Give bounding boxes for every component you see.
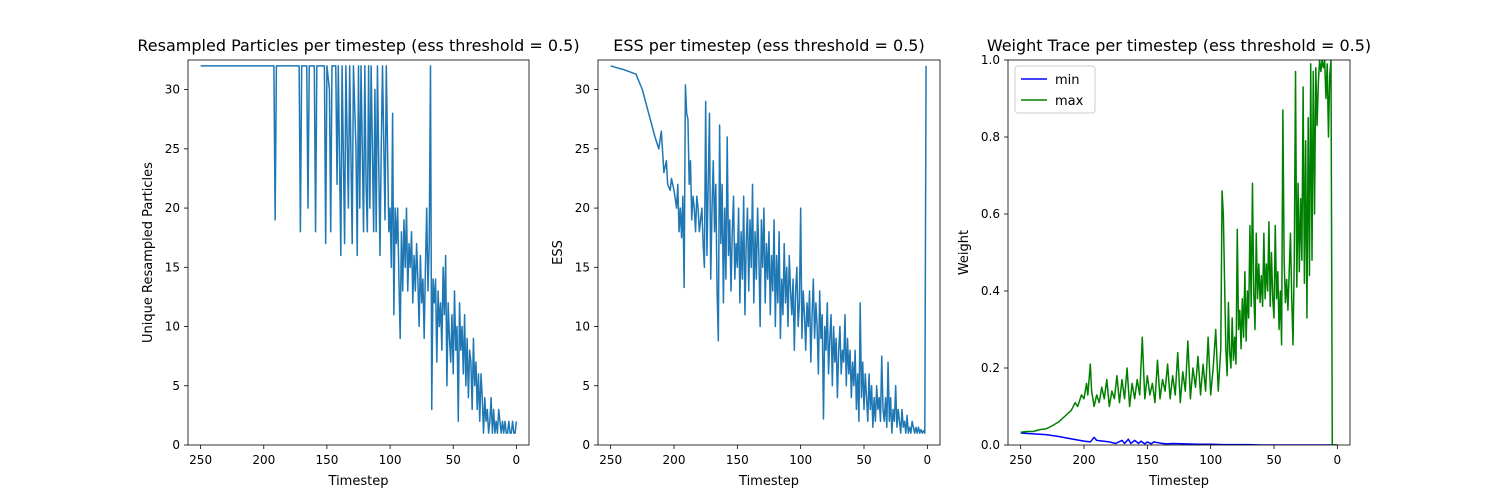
y-tick-label: 1.0 xyxy=(981,53,1000,67)
y-tick-label: 0.0 xyxy=(981,438,1000,452)
legend-label-min: min xyxy=(1055,73,1080,88)
y-tick-label: 5 xyxy=(172,379,180,393)
plot-frame xyxy=(597,59,941,446)
x-tick-label: 0 xyxy=(924,453,932,467)
y-tick-label: 30 xyxy=(575,83,590,97)
x-tick-label: 100 xyxy=(789,453,812,467)
y-axis-label: Unique Resampled Particles xyxy=(141,162,156,343)
x-tick-label: 150 xyxy=(315,453,338,467)
x-tick-label: 150 xyxy=(1136,453,1159,467)
series-line-min xyxy=(1020,432,1338,445)
plot-frame xyxy=(1007,59,1351,446)
x-axis-label: Timestep xyxy=(328,474,389,489)
series-line-1 xyxy=(200,65,518,434)
y-tick-label: 0.8 xyxy=(981,130,1000,144)
y-tick-label: 0.6 xyxy=(981,207,1000,221)
x-axis-label: Timestep xyxy=(738,474,799,489)
y-axis-label: ESS xyxy=(551,240,566,265)
x-tick-label: 0 xyxy=(1334,453,1342,467)
x-tick-label: 100 xyxy=(379,453,402,467)
chart-panel-1: 250 200 150 100 50 0 0 5 10 15 20 25 30 Resampled Par… xyxy=(137,36,579,489)
y-tick-label: 30 xyxy=(165,83,180,97)
x-tick-label: 0 xyxy=(513,453,521,467)
x-tick-label: 200 xyxy=(252,453,275,467)
y-tick-label: 0.4 xyxy=(981,284,1000,298)
x-tick-label: 50 xyxy=(446,453,461,467)
y-tick-label: 20 xyxy=(165,201,180,215)
y-tick-label: 0 xyxy=(582,438,590,452)
legend: min max xyxy=(1014,65,1096,114)
chart-title: ESS per timestep (ess threshold = 0.5) xyxy=(613,36,924,55)
x-tick-label: 150 xyxy=(726,453,749,467)
y-tick-label: 10 xyxy=(575,320,590,334)
y-tick-label: 0.2 xyxy=(981,361,1000,375)
x-tick-label: 250 xyxy=(189,453,212,467)
legend-box xyxy=(1014,65,1096,114)
x-tick-label: 50 xyxy=(1266,453,1281,467)
x-tick-label: 50 xyxy=(856,453,871,467)
y-tick-label: 10 xyxy=(165,320,180,334)
x-tick-label: 200 xyxy=(1073,453,1096,467)
chart-panel-2: 250 200 150 100 50 0 0 5 10 15 20 25 30 ESS per times… xyxy=(551,36,941,489)
x-tick-label: 100 xyxy=(1199,453,1222,467)
y-tick-label: 15 xyxy=(165,260,180,274)
y-tick-label: 25 xyxy=(575,142,590,156)
y-tick-label: 0 xyxy=(172,438,180,452)
y-tick-label: 25 xyxy=(165,142,180,156)
plot-frame xyxy=(187,59,530,446)
series-line-1 xyxy=(610,65,927,434)
x-tick-label: 200 xyxy=(663,453,686,467)
x-axis-label: Timestep xyxy=(1148,474,1209,489)
legend-label-max: max xyxy=(1055,94,1084,109)
chart-panel-3: 250 200 150 100 50 0 0.0 0.2 0.4 0.6 0.8 1.0Weight … xyxy=(957,36,1371,489)
y-axis-label: Weight xyxy=(957,230,972,275)
y-tick-label: 15 xyxy=(575,260,590,274)
y-tick-label: 20 xyxy=(575,201,590,215)
series-line-max xyxy=(1020,60,1338,445)
chart-title: Weight Trace per timestep (ess threshold… xyxy=(987,36,1371,55)
x-tick-label: 250 xyxy=(599,453,622,467)
chart-title: Resampled Particles per timestep (ess th… xyxy=(137,36,579,55)
x-tick-label: 250 xyxy=(1009,453,1032,467)
y-tick-label: 5 xyxy=(582,379,590,393)
